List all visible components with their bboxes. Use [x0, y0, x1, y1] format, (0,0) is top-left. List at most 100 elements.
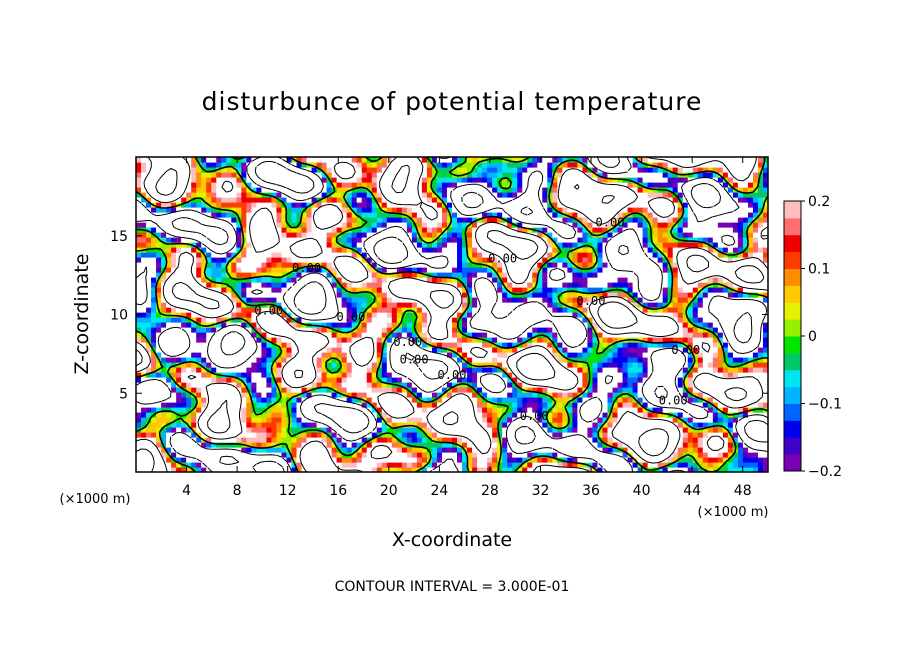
field-cell	[712, 457, 719, 463]
field-cell	[662, 392, 669, 398]
field-cell	[396, 287, 403, 293]
field-cell	[717, 452, 724, 458]
field-cell	[737, 287, 744, 293]
field-cell	[532, 372, 538, 378]
field-cell	[492, 277, 498, 283]
field-cell	[482, 312, 488, 318]
field-cell	[151, 337, 157, 343]
field-cell	[226, 447, 232, 453]
field-cell	[737, 437, 744, 443]
field-cell	[652, 442, 659, 448]
field-cell	[296, 452, 303, 458]
field-cell	[597, 332, 604, 338]
field-cell	[246, 317, 252, 323]
field-cell	[732, 437, 739, 443]
field-cell	[612, 342, 619, 348]
field-cell	[301, 452, 308, 458]
field-cell	[592, 372, 599, 378]
field-cell	[151, 287, 157, 293]
field-cell	[191, 397, 197, 403]
field-cell	[381, 307, 388, 313]
field-cell	[181, 317, 187, 323]
field-cell	[141, 392, 147, 398]
field-cell	[276, 452, 283, 458]
field-cell	[497, 297, 503, 303]
field-cell	[587, 447, 594, 453]
field-cell	[482, 292, 488, 298]
field-cell	[732, 362, 739, 368]
field-cell	[246, 297, 252, 303]
field-cell	[537, 362, 543, 368]
field-cell	[201, 317, 207, 323]
field-cell	[477, 312, 483, 318]
field-cell	[692, 392, 699, 398]
field-cell	[727, 322, 734, 328]
field-cell	[707, 377, 714, 383]
field-cell	[652, 327, 659, 333]
field-cell	[587, 367, 594, 373]
field-cell	[326, 342, 333, 348]
field-cell	[371, 322, 378, 328]
field-cell	[221, 372, 227, 378]
field-cell	[672, 322, 679, 328]
field-cell	[652, 427, 659, 433]
field-cell	[697, 452, 704, 458]
field-cell	[166, 277, 172, 283]
field-cell	[416, 357, 423, 363]
field-cell	[672, 352, 679, 358]
field-cell	[186, 357, 192, 363]
field-cell	[271, 417, 278, 423]
field-cell	[286, 352, 293, 358]
field-cell	[306, 432, 313, 438]
field-cell	[587, 292, 594, 298]
field-cell	[326, 442, 333, 448]
field-cell	[487, 387, 493, 393]
field-cell	[206, 392, 212, 398]
field-cell	[296, 367, 303, 373]
field-cell	[742, 302, 749, 308]
field-cell	[552, 452, 558, 458]
field-cell	[401, 362, 408, 368]
field-cell	[211, 307, 217, 313]
field-cell	[667, 447, 674, 453]
field-cell	[396, 422, 403, 428]
field-cell	[757, 277, 764, 283]
field-cell	[607, 402, 614, 408]
field-cell	[301, 337, 308, 343]
field-cell	[266, 402, 273, 408]
field-cell	[161, 437, 167, 443]
field-cell	[136, 457, 142, 463]
field-cell	[652, 277, 659, 283]
field-cell	[532, 442, 538, 448]
field-cell	[602, 452, 609, 458]
field-cell	[231, 432, 237, 438]
field-cell	[547, 307, 553, 313]
field-cell	[462, 427, 468, 433]
field-cell	[712, 407, 719, 413]
field-cell	[572, 402, 578, 408]
field-cell	[752, 282, 759, 288]
field-cell	[146, 467, 152, 472]
field-cell	[727, 302, 734, 308]
field-cell	[657, 287, 664, 293]
field-cell	[707, 412, 714, 418]
field-cell	[507, 307, 513, 313]
field-cell	[391, 427, 398, 433]
field-cell	[707, 447, 714, 453]
field-cell	[311, 277, 318, 283]
field-cell	[421, 407, 428, 413]
field-cell	[411, 352, 418, 358]
field-cell	[762, 437, 768, 443]
field-cell	[286, 272, 293, 278]
field-cell	[732, 352, 739, 358]
field-cell	[446, 367, 453, 373]
field-cell	[742, 397, 749, 403]
field-cell	[732, 382, 739, 388]
field-cell	[411, 427, 418, 433]
field-cell	[617, 377, 624, 383]
field-cell	[617, 347, 624, 353]
field-cell	[552, 462, 558, 468]
field-cell	[361, 367, 368, 373]
field-cell	[467, 287, 473, 293]
field-cell	[597, 302, 604, 308]
